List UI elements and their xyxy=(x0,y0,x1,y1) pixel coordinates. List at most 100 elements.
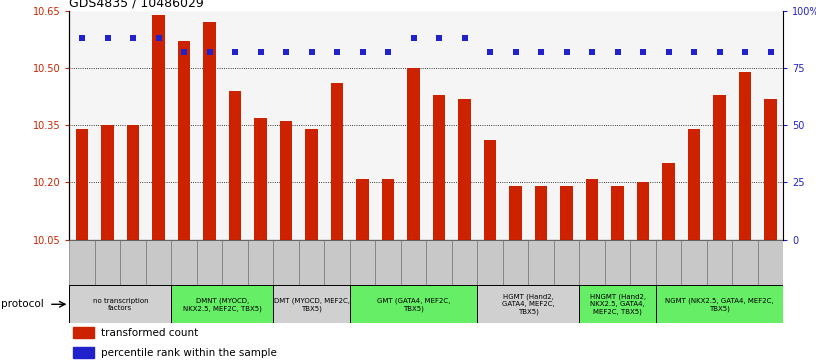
Bar xyxy=(765,99,777,240)
Point xyxy=(611,49,624,55)
Bar xyxy=(255,118,267,240)
Bar xyxy=(121,240,146,285)
Point xyxy=(101,36,114,41)
Bar xyxy=(426,240,452,285)
Bar xyxy=(758,240,783,285)
Bar xyxy=(76,129,88,240)
Bar xyxy=(477,240,503,285)
Bar xyxy=(69,285,171,323)
Bar xyxy=(273,285,350,323)
Bar xyxy=(222,240,248,285)
Point xyxy=(152,36,165,41)
Point xyxy=(254,49,267,55)
Bar xyxy=(713,95,726,240)
Point xyxy=(126,36,140,41)
Bar xyxy=(561,186,573,240)
Bar xyxy=(484,140,496,240)
Bar xyxy=(579,285,656,323)
Bar xyxy=(663,163,675,240)
Point xyxy=(305,49,318,55)
Bar xyxy=(325,240,350,285)
Bar xyxy=(452,240,477,285)
Bar xyxy=(197,240,222,285)
Bar xyxy=(459,99,471,240)
Bar xyxy=(178,41,190,240)
Bar xyxy=(656,240,681,285)
Text: GDS4835 / 10486029: GDS4835 / 10486029 xyxy=(69,0,204,10)
Point xyxy=(586,49,599,55)
Bar xyxy=(146,240,171,285)
Bar xyxy=(95,240,121,285)
Point xyxy=(330,49,344,55)
Point xyxy=(509,49,522,55)
Point xyxy=(228,49,242,55)
Bar xyxy=(350,285,477,323)
Text: HNGMT (Hand2,
NKX2.5, GATA4,
MEF2C, TBX5): HNGMT (Hand2, NKX2.5, GATA4, MEF2C, TBX5… xyxy=(589,293,645,315)
Bar xyxy=(401,240,426,285)
Bar xyxy=(586,179,598,240)
Bar xyxy=(171,285,273,323)
Point xyxy=(764,49,777,55)
Bar xyxy=(656,285,783,323)
Bar xyxy=(681,240,707,285)
Point xyxy=(713,49,726,55)
Bar xyxy=(509,186,522,240)
Text: protocol: protocol xyxy=(1,299,44,309)
Text: transformed count: transformed count xyxy=(101,328,199,338)
Point xyxy=(356,49,369,55)
Bar xyxy=(375,240,401,285)
Bar xyxy=(171,240,197,285)
Bar xyxy=(280,122,292,240)
Bar xyxy=(382,179,394,240)
Point xyxy=(407,36,420,41)
Bar xyxy=(407,68,420,240)
Bar xyxy=(203,23,216,240)
Bar xyxy=(305,129,318,240)
Bar xyxy=(688,129,700,240)
Bar xyxy=(432,95,446,240)
Bar xyxy=(529,240,554,285)
Bar xyxy=(248,240,273,285)
Point xyxy=(458,36,471,41)
Text: no transcription
factors: no transcription factors xyxy=(92,298,149,311)
Bar xyxy=(73,327,95,338)
Bar xyxy=(228,91,242,240)
Bar xyxy=(273,240,299,285)
Bar xyxy=(101,125,114,240)
Text: HGMT (Hand2,
GATA4, MEF2C,
TBX5): HGMT (Hand2, GATA4, MEF2C, TBX5) xyxy=(502,293,555,315)
Bar xyxy=(707,240,733,285)
Text: percentile rank within the sample: percentile rank within the sample xyxy=(101,348,277,358)
Bar xyxy=(611,186,624,240)
Bar xyxy=(579,240,605,285)
Point xyxy=(203,49,216,55)
Bar xyxy=(636,183,650,240)
Bar xyxy=(357,179,369,240)
Point xyxy=(662,49,675,55)
Point xyxy=(534,49,548,55)
Point xyxy=(432,36,446,41)
Point xyxy=(560,49,573,55)
Bar xyxy=(503,240,529,285)
Bar xyxy=(330,83,344,240)
Bar xyxy=(605,240,630,285)
Bar xyxy=(153,15,165,240)
Point xyxy=(280,49,293,55)
Bar xyxy=(534,186,548,240)
Bar xyxy=(554,240,579,285)
Point xyxy=(738,49,752,55)
Bar xyxy=(73,347,95,358)
Point xyxy=(636,49,650,55)
Point xyxy=(178,49,191,55)
Text: NGMT (NKX2.5, GATA4, MEF2C,
TBX5): NGMT (NKX2.5, GATA4, MEF2C, TBX5) xyxy=(665,297,774,311)
Text: DMT (MYOCD, MEF2C,
TBX5): DMT (MYOCD, MEF2C, TBX5) xyxy=(273,297,349,311)
Point xyxy=(76,36,89,41)
Bar xyxy=(350,240,375,285)
Text: GMT (GATA4, MEF2C,
TBX5): GMT (GATA4, MEF2C, TBX5) xyxy=(377,297,450,311)
Bar xyxy=(126,125,140,240)
Bar xyxy=(733,240,758,285)
Point xyxy=(688,49,701,55)
Bar xyxy=(630,240,656,285)
Point xyxy=(484,49,497,55)
Text: DMNT (MYOCD,
NKX2.5, MEF2C, TBX5): DMNT (MYOCD, NKX2.5, MEF2C, TBX5) xyxy=(183,297,262,311)
Bar xyxy=(69,240,95,285)
